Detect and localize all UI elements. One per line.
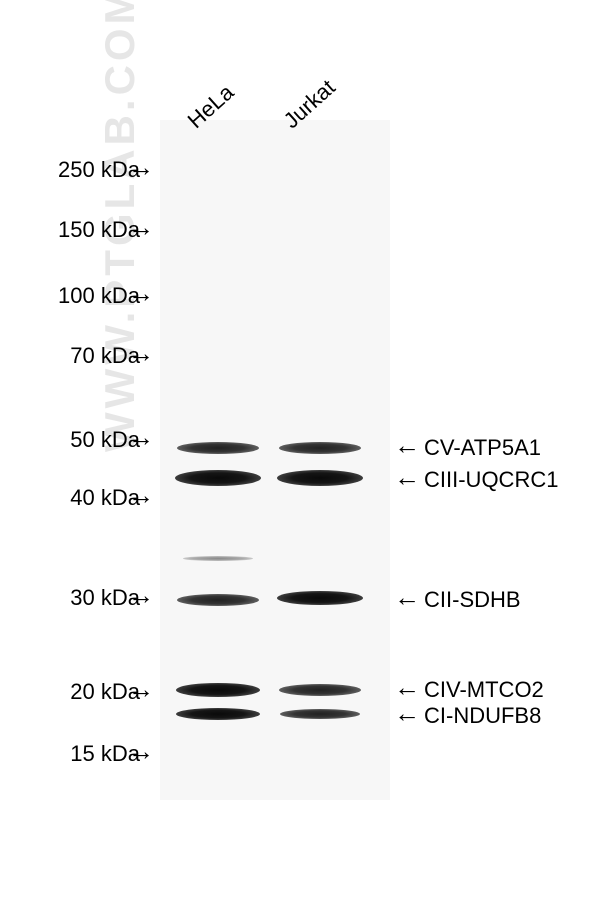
mw-label: 150 kDa (0, 217, 140, 243)
blot-band (176, 683, 260, 697)
band-label: CIV-MTCO2 (424, 677, 544, 703)
mw-label: 100 kDa (0, 283, 140, 309)
mw-arrow-icon: → (128, 152, 154, 183)
mw-arrow-icon: → (128, 422, 154, 453)
mw-label: 15 kDa (0, 741, 140, 767)
band-label: CII-SDHB (424, 587, 521, 613)
band-label: CI-NDUFB8 (424, 703, 541, 729)
mw-arrow-icon: → (128, 278, 154, 309)
mw-label: 250 kDa (0, 157, 140, 183)
western-blot-figure: WWW.PTGLAB.COM HeLa Jurkat 250 kDa→150 k… (0, 0, 600, 903)
blot-membrane (160, 120, 390, 800)
mw-label: 20 kDa (0, 679, 140, 705)
blot-band (279, 684, 361, 696)
mw-label: 50 kDa (0, 427, 140, 453)
blot-band (177, 594, 259, 606)
band-arrow-icon: ← (394, 582, 420, 613)
blot-band (175, 470, 261, 486)
band-label: CIII-UQCRC1 (424, 467, 558, 493)
band-arrow-icon: ← (394, 430, 420, 461)
blot-band (279, 442, 361, 454)
mw-arrow-icon: → (128, 212, 154, 243)
mw-label: 40 kDa (0, 485, 140, 511)
blot-band (280, 709, 360, 719)
blot-band (277, 591, 363, 605)
blot-band (277, 470, 363, 486)
band-label: CV-ATP5A1 (424, 435, 541, 461)
blot-band (183, 556, 253, 561)
mw-label: 30 kDa (0, 585, 140, 611)
band-arrow-icon: ← (394, 462, 420, 493)
mw-arrow-icon: → (128, 580, 154, 611)
mw-label: 70 kDa (0, 343, 140, 369)
blot-band (177, 442, 259, 454)
band-arrow-icon: ← (394, 698, 420, 729)
blot-band (176, 708, 260, 720)
mw-arrow-icon: → (128, 480, 154, 511)
mw-arrow-icon: → (128, 674, 154, 705)
mw-arrow-icon: → (128, 338, 154, 369)
mw-arrow-icon: → (128, 736, 154, 767)
